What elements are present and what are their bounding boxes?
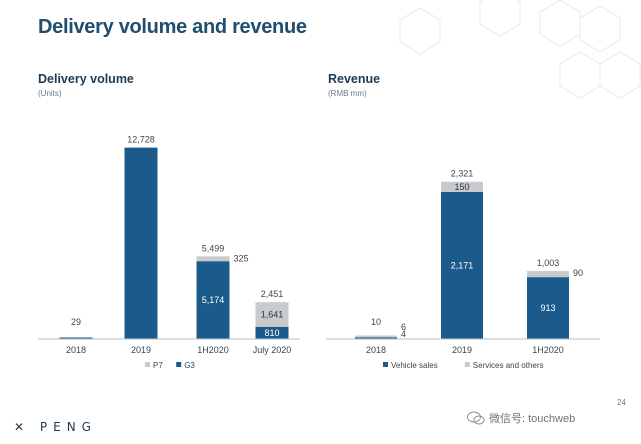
delivery-bar-g3: [196, 261, 230, 339]
delivery-total-label: 2,451: [261, 289, 284, 299]
delivery-total-label: 12,728: [127, 135, 155, 145]
revenue-bar-vehicle-sales: [527, 277, 569, 339]
revenue-segment-label: 150: [454, 182, 469, 192]
delivery-chart-subtitle: (Units): [38, 89, 62, 98]
revenue-legend-label: Services and others: [473, 361, 544, 370]
logo-text: PENG: [39, 420, 97, 434]
delivery-total-label: 5,499: [202, 243, 225, 253]
watermark: 微信号: touchweb: [467, 410, 575, 426]
revenue-segment-label: 2,171: [451, 260, 474, 270]
revenue-legend-label: Vehicle sales: [391, 361, 438, 370]
revenue-total-label: 1,003: [537, 258, 560, 268]
delivery-tick-label: July 2020: [253, 345, 292, 355]
delivery-chart-title: Delivery volume: [38, 72, 134, 86]
delivery-legend-label: G3: [184, 361, 195, 370]
delivery-tick-label: 2018: [66, 345, 86, 355]
delivery-bar-g3: [59, 337, 93, 339]
revenue-total-label: 2,321: [451, 169, 474, 179]
brand-logo: ✕ PENG: [14, 420, 97, 434]
page-number: 24: [617, 398, 626, 407]
delivery-segment-label: 325: [234, 253, 249, 263]
watermark-text: 微信号: touchweb: [489, 413, 576, 425]
revenue-tick-label: 2018: [366, 345, 386, 355]
revenue-chart-title: Revenue: [328, 72, 380, 86]
delivery-legend-swatch: [176, 362, 182, 367]
revenue-tick-label: 2019: [452, 345, 472, 355]
delivery-bar-g3: [124, 147, 158, 339]
delivery-segment-label: 810: [264, 328, 279, 338]
delivery-total-label: 29: [71, 317, 81, 327]
delivery-legend-swatch: [145, 362, 150, 367]
delivery-bar-p7: [196, 256, 230, 262]
delivery-bar-g3: [255, 326, 289, 339]
revenue-bar-services-and-others: [441, 181, 483, 192]
wechat-icon: [467, 411, 485, 425]
delivery-segment-label: 1,641: [261, 309, 284, 319]
revenue-segment-label: 913: [540, 303, 555, 313]
revenue-segment-label: 4: [401, 329, 406, 339]
logo-x-icon: ✕: [14, 420, 40, 434]
revenue-tick-label: 1H2020: [532, 345, 564, 355]
delivery-tick-label: 2019: [131, 345, 151, 355]
revenue-legend-swatch: [383, 362, 388, 367]
revenue-chart-subtitle: (RMB mm): [328, 89, 367, 98]
revenue-bar-services-and-others: [527, 271, 569, 278]
delivery-bar-p7: [255, 302, 289, 327]
delivery-tick-label: 1H2020: [197, 345, 229, 355]
revenue-bar-services-and-others: [355, 335, 397, 338]
revenue-bar-vehicle-sales: [441, 191, 483, 339]
revenue-segment-label: 90: [573, 268, 583, 278]
revenue-segment-label: 6: [401, 322, 406, 332]
page-title: Delivery volume and revenue: [38, 16, 307, 38]
revenue-legend-swatch: [464, 362, 470, 367]
delivery-legend-label: P7: [153, 361, 163, 370]
revenue-total-label: 10: [371, 317, 381, 327]
revenue-bar-vehicle-sales: [355, 337, 397, 339]
delivery-segment-label: 5,174: [202, 295, 225, 305]
